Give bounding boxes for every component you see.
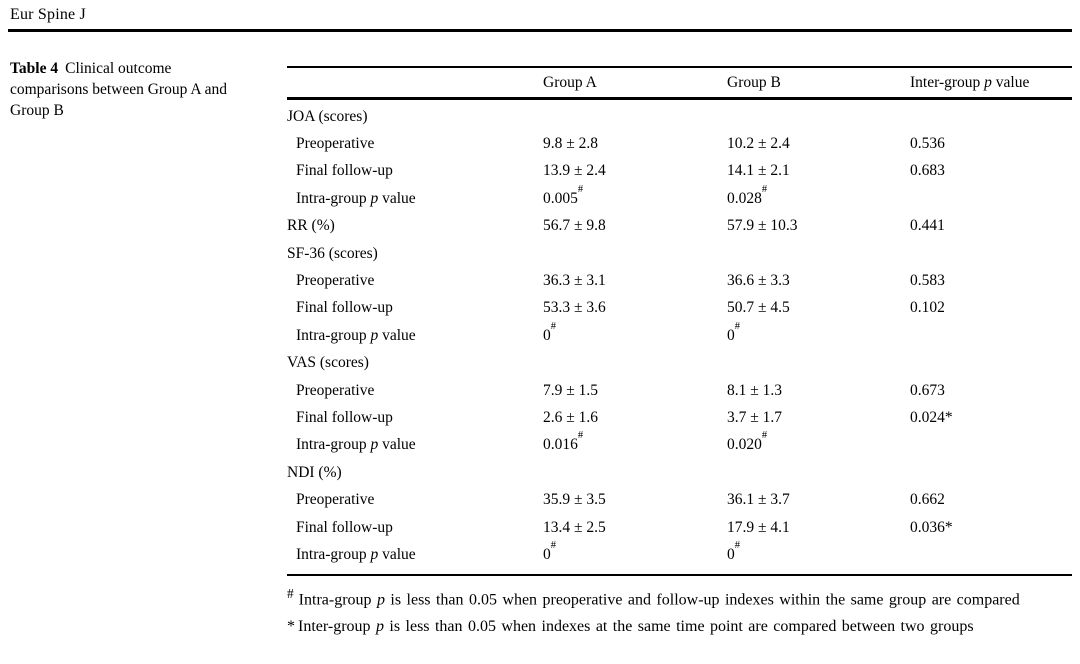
group-a-value: 9.8 ± 2.8 — [543, 135, 599, 153]
inter-group-p-value: 0.024* — [910, 408, 953, 426]
footnote-inter-group-text: Inter-group — [298, 618, 376, 636]
group-a-value: 53.3 ± 3.6 — [543, 299, 606, 317]
inter-group-p-value: 0.036* — [910, 518, 953, 536]
table-row: Final follow-up 13.9 ± 2.4 14.1 ± 2.1 0.… — [287, 158, 1072, 185]
clinical-outcome-table: Group A Group B Inter-group p value JOA … — [287, 66, 1072, 641]
table-caption: Table 4 Clinical outcome comparisons betw… — [10, 58, 242, 121]
table-caption-label: Table 4 — [10, 60, 59, 77]
row-label: Final follow-up — [296, 162, 393, 180]
group-b-value: 0.020# — [727, 430, 768, 454]
row-label: Final follow-up — [296, 518, 393, 536]
group-a-value: 13.9 ± 2.4 — [543, 162, 606, 180]
group-b-value: 10.2 ± 2.4 — [727, 135, 790, 153]
row-label: Intra-group p value — [296, 326, 416, 344]
group-a-value: 0# — [543, 320, 556, 344]
table-header-row: Group A Group B Inter-group p value — [287, 66, 1072, 100]
group-a-value: 36.3 ± 3.1 — [543, 272, 606, 290]
group-a-value: 7.9 ± 1.5 — [543, 381, 599, 399]
row-label: Preoperative — [296, 381, 375, 399]
table-row: Final follow-up 2.6 ± 1.6 3.7 ± 1.7 0.02… — [287, 404, 1072, 431]
table-row: Intra-group p value 0.005# 0.028# — [287, 183, 1072, 212]
group-b-value: 0.028# — [727, 183, 768, 207]
group-a-value: 0# — [543, 539, 556, 563]
footnote-intra-group: # Intra-group p is less than 0.05 when pr… — [287, 585, 1020, 608]
row-label: JOA (scores) — [287, 107, 368, 125]
inter-group-p-value: 0.102 — [910, 299, 945, 317]
group-b-value: 0# — [727, 539, 740, 563]
row-label: Final follow-up — [296, 408, 393, 426]
table-row: NDI (%) — [287, 459, 1072, 486]
group-a-value: 56.7 ± 9.8 — [543, 217, 606, 235]
table-row: Final follow-up 53.3 ± 3.6 50.7 ± 4.5 0.… — [287, 295, 1072, 322]
group-a-value: 13.4 ± 2.5 — [543, 518, 606, 536]
table-row: Preoperative 9.8 ± 2.8 10.2 ± 2.4 0.536 — [287, 130, 1072, 157]
inter-group-p-value: 0.673 — [910, 381, 945, 399]
asterisk-footnote-marker: * — [287, 618, 295, 636]
header-rule — [8, 29, 1072, 32]
table-row: Preoperative 35.9 ± 3.5 36.1 ± 3.7 0.662 — [287, 486, 1072, 513]
inter-group-p-value: 0.683 — [910, 162, 945, 180]
inter-group-p-value: 0.583 — [910, 272, 945, 290]
row-label: Intra-group p value — [296, 436, 416, 454]
row-label: VAS (scores) — [287, 354, 369, 372]
table-row: JOA (scores) — [287, 103, 1072, 130]
footnote-inter-group: * Inter-group p is less than 0.05 when in… — [287, 618, 974, 636]
column-header-group-b: Group B — [727, 74, 781, 91]
row-label: SF-36 (scores) — [287, 244, 378, 262]
column-header-row-label — [287, 75, 543, 91]
row-label: Preoperative — [296, 491, 375, 509]
group-b-value: 14.1 ± 2.1 — [727, 162, 790, 180]
table-row: Final follow-up 13.4 ± 2.5 17.9 ± 4.1 0.… — [287, 514, 1072, 541]
group-b-value: 3.7 ± 1.7 — [727, 408, 783, 426]
column-header-group-a: Group A — [543, 74, 597, 91]
table-row: Intra-group p value 0# 0# — [287, 539, 1072, 568]
hash-footnote-marker: # — [287, 585, 294, 601]
group-b-value: 17.9 ± 4.1 — [727, 518, 790, 536]
group-a-value: 0.016# — [543, 430, 584, 454]
table-body: JOA (scores) Preoperative 9.8 ± 2.8 10.2… — [287, 100, 1072, 576]
inter-group-p-value: 0.441 — [910, 217, 945, 235]
row-label: Intra-group p value — [296, 545, 416, 563]
group-a-value: 35.9 ± 3.5 — [543, 491, 606, 509]
footnote-intra-group-text: Intra-group — [298, 590, 377, 608]
row-label: Preoperative — [296, 272, 375, 290]
inter-group-p-value: 0.662 — [910, 491, 945, 509]
table-row: Intra-group p value 0# 0# — [287, 320, 1072, 349]
column-header-inter-group-p: Inter-group p value — [910, 74, 1030, 91]
table-row: VAS (scores) — [287, 350, 1072, 377]
table-row: Preoperative 36.3 ± 3.1 36.6 ± 3.3 0.583 — [287, 267, 1072, 294]
group-b-value: 8.1 ± 1.3 — [727, 381, 783, 399]
group-b-value: 57.9 ± 10.3 — [727, 217, 798, 235]
table-caption-text: Clinical outcome comparisons between Gro… — [10, 60, 227, 119]
table-footnotes: # Intra-group p is less than 0.05 when pr… — [287, 581, 1072, 641]
group-b-value: 36.1 ± 3.7 — [727, 491, 790, 509]
inter-group-p-value: 0.536 — [910, 135, 945, 153]
row-label: Intra-group p value — [296, 189, 416, 207]
table-row: RR (%) 56.7 ± 9.8 57.9 ± 10.3 0.441 — [287, 213, 1072, 240]
row-label: Final follow-up — [296, 299, 393, 317]
group-a-value: 2.6 ± 1.6 — [543, 408, 599, 426]
table-row: Intra-group p value 0.016# 0.020# — [287, 430, 1072, 459]
group-b-value: 0# — [727, 320, 740, 344]
row-label: RR (%) — [287, 217, 335, 235]
group-b-value: 36.6 ± 3.3 — [727, 272, 790, 290]
group-a-value: 0.005# — [543, 183, 584, 207]
table-row: SF-36 (scores) — [287, 240, 1072, 267]
table-row: Preoperative 7.9 ± 1.5 8.1 ± 1.3 0.673 — [287, 377, 1072, 404]
row-label: Preoperative — [296, 135, 375, 153]
journal-running-head: Eur Spine J — [10, 6, 86, 23]
row-label: NDI (%) — [287, 463, 342, 481]
group-b-value: 50.7 ± 4.5 — [727, 299, 790, 317]
